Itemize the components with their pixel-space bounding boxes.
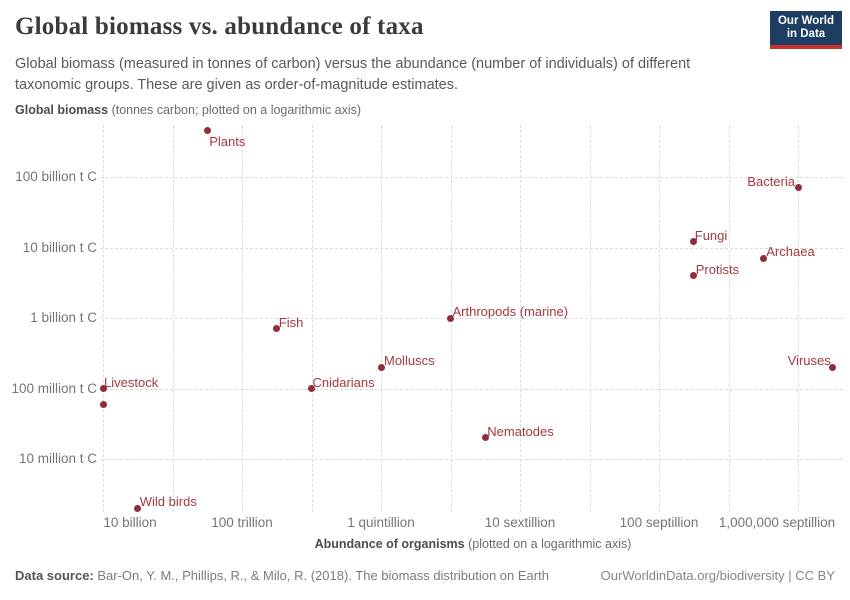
x-tick-label: 10 billion (103, 515, 157, 530)
x-gridline (589, 125, 591, 512)
data-point-label: Fish (278, 314, 304, 330)
x-gridline (798, 125, 799, 512)
data-point-label: Bacteria (747, 173, 795, 189)
y-axis-title: Global biomass (tonnes carbon; plotted o… (15, 103, 361, 117)
owid-logo-line1: Our World (777, 15, 834, 27)
y-tick-label: 100 million t C (11, 380, 97, 396)
x-tick-label: 1 quintillion (347, 515, 415, 530)
credit-link[interactable]: OurWorldinData.org/biodiversity | CC BY (600, 568, 835, 583)
x-axis-title: Abundance of organisms (plotted on a log… (103, 537, 843, 551)
data-point[interactable] (99, 400, 107, 408)
data-point-label: Cnidarians (312, 374, 375, 390)
data-source-label: Data source: (15, 568, 94, 583)
x-gridline (381, 125, 382, 512)
x-tick-label: 1,000,000 septillion (718, 515, 836, 530)
data-point[interactable] (690, 238, 698, 246)
data-point[interactable] (481, 434, 489, 442)
data-point[interactable] (447, 314, 454, 322)
data-point-label: Arthropods (marine) (452, 304, 569, 319)
y-axis-title-bold: Global biomass (15, 103, 109, 117)
data-point[interactable] (377, 363, 385, 371)
x-gridline (728, 125, 730, 512)
data-point[interactable] (829, 363, 837, 371)
data-point-label: Viruses (787, 353, 831, 369)
page-title: Global biomass vs. abundance of taxa (15, 13, 424, 40)
footer: Data source: Bar-On, Y. M., Phillips, R.… (15, 568, 835, 584)
data-point-label: Protists (695, 261, 740, 277)
y-tick-label: 1 billion t C (30, 310, 97, 325)
data-source-text: Bar-On, Y. M., Phillips, R., & Milo, R. … (93, 568, 549, 583)
data-point-label: Molluscs (384, 353, 435, 369)
data-point-label: Wild birds (139, 494, 197, 510)
y-gridline (100, 247, 843, 249)
x-gridline (659, 125, 660, 512)
y-tick-label: 10 billion t C (22, 239, 97, 255)
x-gridline (242, 125, 243, 512)
data-point[interactable] (134, 504, 142, 512)
y-axis-title-rest: (tonnes carbon; plotted on a logarithmic… (108, 103, 362, 117)
data-point[interactable] (308, 385, 315, 392)
x-axis-title-bold: Abundance of organisms (314, 537, 465, 551)
x-axis-title-rest: (plotted on a logarithmic axis) (464, 537, 632, 551)
data-point-label: Archaea (766, 244, 815, 260)
data-point[interactable] (273, 325, 281, 333)
data-point[interactable] (690, 272, 698, 280)
y-gridline (100, 177, 843, 178)
data-point[interactable] (99, 385, 107, 392)
x-tick-label: 100 septillion (619, 515, 699, 530)
data-point[interactable] (203, 127, 211, 135)
x-tick-label: 10 sextillion (484, 515, 556, 530)
data-point-label: Nematodes (487, 423, 554, 439)
x-gridline (311, 125, 313, 512)
data-point-label: Fungi (694, 227, 728, 243)
owid-logo[interactable]: Our World in Data (770, 11, 842, 49)
x-gridline (172, 125, 174, 512)
y-tick-label: 10 million t C (18, 451, 97, 466)
data-point[interactable] (759, 254, 767, 262)
x-tick-label: 100 trillion (211, 515, 273, 530)
chart-subtitle: Global biomass (measured in tonnes of ca… (15, 56, 691, 93)
x-gridline (103, 125, 104, 512)
owid-logo-line2: in Data (786, 28, 826, 40)
y-tick-label: 100 billion t C (15, 169, 97, 184)
data-point-label: Livestock (104, 374, 159, 390)
x-gridline (520, 125, 521, 512)
data-source: Data source: Bar-On, Y. M., Phillips, R.… (15, 568, 549, 584)
y-gridline (100, 388, 843, 390)
data-point[interactable] (794, 184, 802, 192)
y-gridline (100, 318, 843, 319)
data-point-label: Plants (209, 133, 246, 149)
y-gridline (100, 459, 843, 460)
